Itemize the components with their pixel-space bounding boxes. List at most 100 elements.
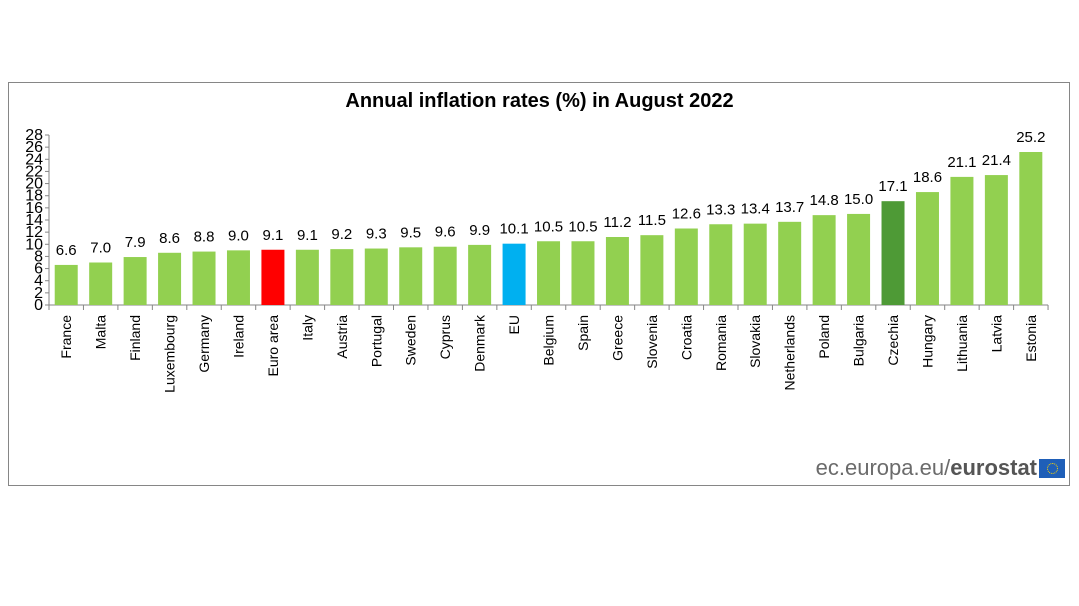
data-label: 21.1 [947, 154, 976, 171]
data-label: 6.6 [56, 242, 77, 259]
data-label: 10.1 [499, 221, 528, 238]
x-tick-label: Czechia [885, 315, 901, 366]
y-tick-label: 16 [25, 200, 43, 217]
data-label: 25.2 [1016, 129, 1045, 146]
y-tick-label: 6 [34, 261, 43, 278]
data-label: 7.0 [90, 240, 111, 257]
x-tick-label: Austria [334, 315, 350, 359]
bar-croatia [674, 228, 698, 305]
x-tick-label: Bulgaria [851, 315, 867, 367]
x-tick-label: Netherlands [782, 315, 798, 391]
x-tick-label: Italy [299, 315, 315, 341]
y-tick-label: 12 [25, 224, 43, 241]
data-label: 9.0 [228, 227, 249, 244]
x-tick-label: Latvia [988, 315, 1004, 353]
bar-portugal [364, 248, 388, 305]
data-label: 8.6 [159, 230, 180, 247]
y-tick-label: 26 [25, 139, 43, 156]
y-tick-label: 2 [34, 285, 43, 302]
x-tick-label: Finland [127, 315, 143, 361]
data-label: 10.5 [534, 218, 563, 235]
bar-euro-area [261, 249, 285, 305]
x-tick-label: Portugal [368, 315, 384, 367]
x-tick-label: Cyprus [437, 315, 453, 359]
x-tick-label: Sweden [403, 315, 419, 366]
chart-frame [8, 82, 1070, 486]
credit-prefix: ec.europa.eu/ [815, 455, 951, 480]
data-label: 10.5 [568, 218, 597, 235]
x-tick-label: Croatia [678, 315, 694, 360]
bar-czechia [881, 201, 905, 305]
bar-hungary [915, 192, 939, 305]
data-label: 7.9 [125, 234, 146, 251]
bar-finland [123, 257, 147, 305]
bar-slovakia [743, 223, 767, 305]
x-tick-label: Euro area [265, 315, 281, 377]
x-tick-label: Greece [609, 315, 625, 361]
y-tick-label: 0 [34, 297, 43, 314]
bar-eu [502, 243, 526, 305]
data-label: 21.4 [982, 152, 1011, 169]
credit-brand: eurostat [950, 455, 1037, 480]
bar-poland [812, 215, 836, 305]
bar-bulgaria [847, 213, 871, 305]
data-label: 12.6 [672, 206, 701, 223]
y-tick-label: 28 [25, 127, 43, 144]
data-label: 17.1 [878, 178, 907, 195]
bar-romania [709, 224, 733, 305]
x-tick-label: Germany [196, 315, 212, 373]
x-tick-label: EU [506, 315, 522, 334]
bar-spain [571, 241, 595, 305]
data-label: 15.0 [844, 191, 873, 208]
y-tick-label: 20 [25, 176, 43, 193]
x-tick-label: Poland [816, 315, 832, 359]
bar-denmark [468, 244, 492, 305]
data-label: 14.8 [810, 192, 839, 209]
data-label: 11.5 [638, 212, 666, 229]
bar-luxembourg [158, 252, 182, 305]
eurostat-credit: ec.europa.eu/eurostat [816, 455, 1065, 481]
x-tick-label: Ireland [230, 315, 246, 358]
data-label: 9.1 [262, 227, 283, 244]
x-tick-label: Slovenia [644, 315, 660, 369]
x-tick-label: Spain [575, 315, 591, 351]
x-tick-label: Denmark [472, 314, 488, 372]
bar-austria [330, 249, 354, 305]
bar-sweden [399, 247, 423, 305]
bar-cyprus [433, 246, 457, 305]
bar-ireland [226, 250, 250, 305]
data-label: 18.6 [913, 169, 942, 186]
y-tick-label: 24 [25, 151, 43, 168]
eu-flag-icon [1039, 458, 1065, 478]
x-tick-label: Romania [713, 315, 729, 371]
x-tick-label: France [58, 315, 74, 359]
bar-slovenia [640, 235, 664, 305]
data-label: 9.3 [366, 226, 387, 243]
data-label: 11.2 [603, 214, 631, 231]
x-tick-label: Slovakia [747, 315, 763, 368]
data-label: 8.8 [194, 229, 215, 246]
bar-germany [192, 251, 216, 305]
bar-france [54, 264, 78, 305]
y-tick-label: 14 [25, 212, 43, 229]
x-tick-label: Hungary [919, 315, 935, 368]
bar-greece [605, 237, 629, 305]
y-tick-label: 18 [25, 188, 43, 205]
data-label: 9.6 [435, 224, 456, 241]
chart-title: Annual inflation rates (%) in August 202… [345, 90, 734, 112]
bar-italy [295, 249, 319, 305]
bar-belgium [537, 241, 561, 305]
x-tick-label: Luxembourg [162, 315, 178, 393]
bar-netherlands [778, 221, 802, 305]
data-label: 9.1 [297, 227, 318, 244]
bar-malta [89, 262, 113, 305]
data-label: 9.2 [331, 226, 352, 243]
bar-estonia [1019, 152, 1043, 305]
data-label: 13.7 [775, 199, 804, 216]
data-label: 13.3 [706, 201, 735, 218]
data-label: 9.5 [400, 224, 421, 241]
y-tick-label: 10 [25, 236, 43, 253]
x-tick-label: Malta [93, 315, 109, 349]
bar-latvia [984, 175, 1008, 305]
